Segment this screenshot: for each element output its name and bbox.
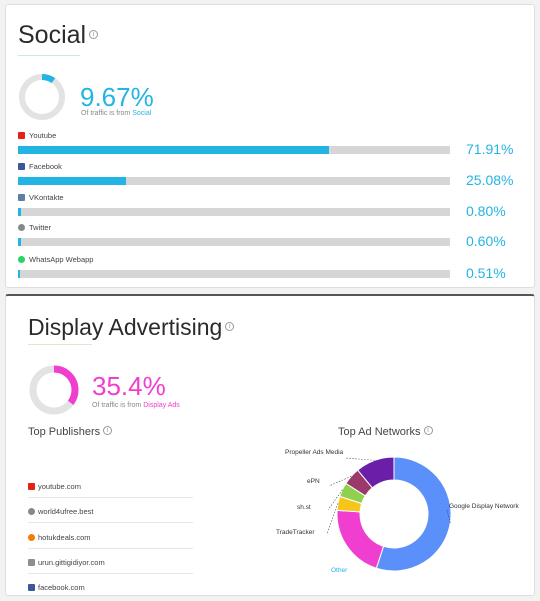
top-ad-networks-heading: Top Ad Networks i bbox=[338, 425, 433, 438]
source-bar-track bbox=[18, 177, 450, 185]
source-percent: 0.60% bbox=[466, 233, 506, 249]
donut-label: sh.st bbox=[297, 504, 311, 511]
facebook-icon bbox=[28, 584, 35, 591]
source-bar-fill bbox=[18, 238, 21, 246]
donut-label: Propeller Ads Media bbox=[285, 449, 344, 456]
donut-slice-google-display-network[interactable] bbox=[375, 456, 452, 572]
publisher-divider bbox=[28, 573, 193, 574]
vk-icon bbox=[18, 194, 25, 201]
donut-label: ePN bbox=[307, 478, 320, 485]
source-bar-track bbox=[18, 270, 450, 278]
publisher-name: hotukdeals.com bbox=[38, 533, 91, 542]
top-publishers-heading: Top Publishers i bbox=[28, 425, 113, 438]
source-bar-fill bbox=[18, 146, 329, 154]
info-icon[interactable]: i bbox=[103, 425, 113, 435]
display-title-text: Display Advertising bbox=[28, 314, 223, 340]
source-bar-fill bbox=[18, 270, 21, 278]
display-advertising-card: Display Advertising i 35.4% Of traffic is… bbox=[5, 294, 535, 596]
display-subtext: Of traffic is from Display Ads bbox=[92, 402, 180, 409]
info-icon[interactable]: i bbox=[89, 29, 99, 39]
social-gauge bbox=[19, 74, 65, 120]
source-bar-track bbox=[18, 208, 450, 216]
donut-leader-line bbox=[328, 476, 352, 487]
display-subtext-prefix: Of traffic is from bbox=[92, 402, 144, 409]
social-gauge-fill bbox=[19, 74, 65, 120]
donut-label: Other bbox=[331, 567, 348, 574]
display-link[interactable]: Display Ads bbox=[143, 402, 180, 409]
source-name: Youtube bbox=[29, 131, 57, 140]
donut-leader-line bbox=[446, 509, 451, 523]
display-title-underline bbox=[28, 344, 92, 345]
source-name: Facebook bbox=[29, 162, 62, 171]
display-percent: 35.4% bbox=[92, 371, 166, 401]
source-bar-track bbox=[18, 146, 450, 154]
whatsapp-icon bbox=[18, 256, 25, 263]
publisher-item[interactable]: youtube.com bbox=[28, 482, 193, 491]
donut-slice-propeller-ads-media[interactable] bbox=[356, 456, 395, 489]
social-gauge-track bbox=[19, 74, 65, 120]
publisher-divider bbox=[28, 548, 193, 549]
donut-label: Google Display Network bbox=[449, 503, 519, 510]
source-bar-track bbox=[18, 238, 450, 246]
display-gauge-fill bbox=[29, 365, 79, 415]
social-percent: 9.67% bbox=[80, 82, 154, 112]
facebook-icon bbox=[18, 163, 25, 170]
gittigidiyor-icon bbox=[28, 559, 35, 566]
source-percent: 0.80% bbox=[466, 203, 506, 219]
source-label-vkontakte[interactable]: VKontakte bbox=[18, 193, 64, 202]
source-bar-fill bbox=[18, 208, 22, 216]
ad-networks-donut-chart: Google Display Network Other TradeTracker s… bbox=[276, 449, 519, 574]
source-name: WhatsApp Webapp bbox=[29, 255, 94, 264]
source-name: VKontakte bbox=[29, 193, 64, 202]
donut-leader-line bbox=[326, 503, 339, 535]
social-card: Social i 9.67% Of traffic is from Social … bbox=[5, 4, 535, 288]
source-percent: 71.91% bbox=[466, 141, 514, 157]
social-title: Social i bbox=[18, 21, 99, 50]
source-percent: 0.51% bbox=[466, 265, 506, 281]
info-icon[interactable]: i bbox=[423, 425, 433, 435]
source-label-whatsapp-webapp[interactable]: WhatsApp Webapp bbox=[18, 255, 93, 264]
source-name: Twitter bbox=[29, 223, 52, 232]
social-subtext: Of traffic is from Social bbox=[81, 110, 151, 117]
source-percent: 25.08% bbox=[466, 172, 514, 188]
publisher-item[interactable]: facebook.com bbox=[28, 583, 193, 592]
info-icon[interactable]: i bbox=[225, 322, 235, 332]
top-publishers-label: Top Publishers bbox=[28, 426, 101, 438]
source-bar-fill bbox=[18, 177, 127, 185]
publisher-item[interactable]: world4ufree.best bbox=[28, 507, 193, 516]
twitter-icon bbox=[18, 224, 25, 231]
social-title-text: Social bbox=[18, 21, 87, 49]
publisher-name: facebook.com bbox=[38, 583, 85, 592]
youtube-icon bbox=[18, 132, 25, 139]
publisher-name: urun.gittigidiyor.com bbox=[38, 558, 105, 567]
top-ad-networks-label: Top Ad Networks bbox=[338, 426, 421, 438]
donut-leader-line bbox=[345, 457, 375, 461]
publisher-name: youtube.com bbox=[38, 482, 81, 491]
donut-slice-other[interactable] bbox=[336, 509, 385, 569]
publisher-divider bbox=[28, 522, 193, 523]
source-label-youtube[interactable]: Youtube bbox=[18, 131, 56, 140]
donut-label: TradeTracker bbox=[276, 529, 315, 536]
youtube-icon bbox=[28, 483, 35, 490]
donut-leader-line bbox=[327, 489, 343, 511]
social-title-underline bbox=[18, 55, 80, 56]
source-label-facebook[interactable]: Facebook bbox=[18, 162, 62, 171]
publisher-name: world4ufree.best bbox=[38, 507, 94, 516]
display-gauge bbox=[29, 365, 79, 415]
social-subtext-prefix: Of traffic is from bbox=[81, 110, 133, 117]
publisher-item[interactable]: urun.gittigidiyor.com bbox=[28, 558, 193, 567]
source-label-twitter[interactable]: Twitter bbox=[18, 223, 51, 232]
publisher-divider bbox=[28, 497, 193, 498]
globe-icon bbox=[28, 508, 35, 515]
publisher-item[interactable]: hotukdeals.com bbox=[28, 533, 193, 542]
display-title: Display Advertising i bbox=[28, 314, 235, 341]
flame-icon bbox=[28, 534, 35, 541]
social-link[interactable]: Social bbox=[132, 110, 152, 117]
